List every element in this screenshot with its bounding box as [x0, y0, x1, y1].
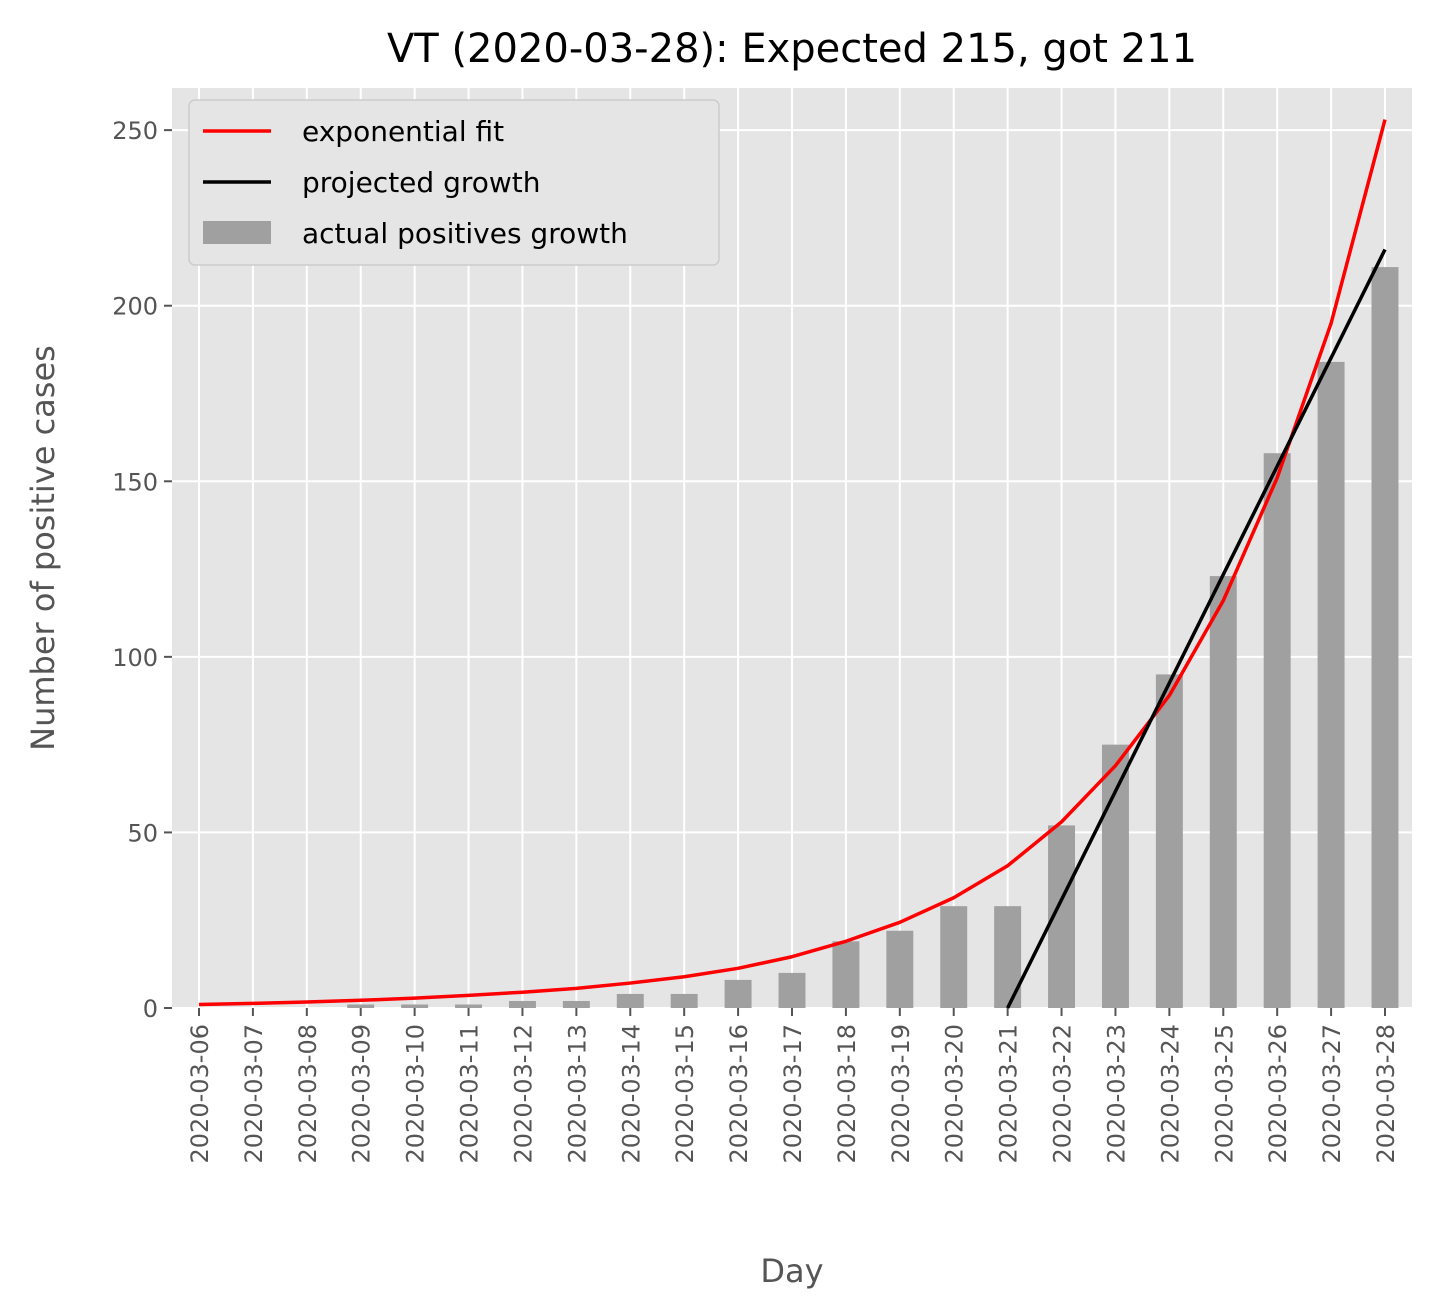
- x-tick-label: 2020-03-13: [563, 1024, 591, 1163]
- bar: [1317, 361, 1345, 1008]
- x-axis-label: Day: [760, 1252, 823, 1290]
- legend-label-exponential-fit: exponential fit: [302, 115, 504, 148]
- x-tick-label: 2020-03-20: [941, 1024, 969, 1163]
- x-tick-label: 2020-03-09: [348, 1024, 376, 1163]
- y-tick-label: 250: [112, 117, 158, 145]
- bar: [455, 1004, 483, 1008]
- bar: [886, 930, 914, 1008]
- x-tick-label: 2020-03-11: [456, 1024, 484, 1163]
- x-tick-label: 2020-03-08: [294, 1024, 322, 1163]
- bar: [508, 1000, 536, 1008]
- x-tick-label: 2020-03-27: [1318, 1024, 1346, 1163]
- bar: [724, 979, 752, 1008]
- x-axis-ticks: 2020-03-06 2020-03-07 2020-03-08 2020-03-09…: [186, 1008, 1400, 1163]
- series-lines: [198, 119, 1387, 1009]
- legend-box: [188, 99, 720, 266]
- bar: [778, 972, 806, 1008]
- x-tick-label: 2020-03-21: [995, 1024, 1023, 1163]
- x-tick-label: 2020-03-28: [1372, 1024, 1400, 1163]
- chart-title: VT (2020-03-28): Expected 215, got 211: [387, 26, 1197, 72]
- legend-label-actual-positives-growth: actual positives growth: [302, 217, 628, 250]
- legend: exponential fit projected growth actual …: [188, 99, 720, 266]
- x-tick-label: 2020-03-15: [671, 1024, 699, 1163]
- bar: [940, 906, 968, 1008]
- y-tick-label: 100: [112, 644, 158, 672]
- y-axis-label: Number of positive cases: [24, 345, 62, 751]
- bar: [401, 1004, 429, 1008]
- x-tick-label: 2020-03-23: [1102, 1024, 1130, 1163]
- series-line-projected-growth: [1006, 248, 1387, 1009]
- x-tick-label: 2020-03-25: [1210, 1024, 1238, 1163]
- legend-swatch-actual-positives-growth: [203, 221, 271, 244]
- bar: [616, 993, 644, 1008]
- bar: [347, 1004, 375, 1008]
- x-tick-label: 2020-03-24: [1156, 1024, 1184, 1163]
- bar: [1209, 576, 1237, 1008]
- y-axis-ticks: 0 50 100 150 200 250: [112, 117, 172, 1023]
- x-tick-label: 2020-03-10: [402, 1024, 430, 1163]
- x-tick-label: 2020-03-19: [887, 1024, 915, 1163]
- bar: [1155, 674, 1183, 1008]
- x-tick-label: 2020-03-18: [833, 1024, 861, 1163]
- bar: [670, 993, 698, 1008]
- y-tick-label: 50: [127, 819, 158, 847]
- x-tick-label: 2020-03-17: [779, 1024, 807, 1163]
- series-line-exponential-fit: [198, 119, 1387, 1007]
- bar: [1101, 744, 1129, 1008]
- bars: [347, 267, 1399, 1009]
- y-tick-label: 0: [143, 995, 158, 1023]
- bar: [1263, 453, 1291, 1009]
- x-tick-label: 2020-03-06: [186, 1024, 214, 1163]
- y-tick-label: 150: [112, 468, 158, 496]
- legend-label-projected-growth: projected growth: [302, 166, 541, 199]
- bar: [1371, 267, 1399, 1008]
- y-tick-label: 200: [112, 293, 158, 321]
- x-tick-label: 2020-03-12: [509, 1024, 537, 1163]
- x-tick-label: 2020-03-26: [1264, 1024, 1292, 1163]
- x-tick-label: 2020-03-07: [240, 1024, 268, 1163]
- bar: [562, 1000, 590, 1008]
- x-tick-label: 2020-03-14: [617, 1024, 645, 1163]
- x-tick-label: 2020-03-16: [725, 1024, 753, 1163]
- x-tick-label: 2020-03-22: [1049, 1024, 1077, 1163]
- bar: [832, 941, 860, 1008]
